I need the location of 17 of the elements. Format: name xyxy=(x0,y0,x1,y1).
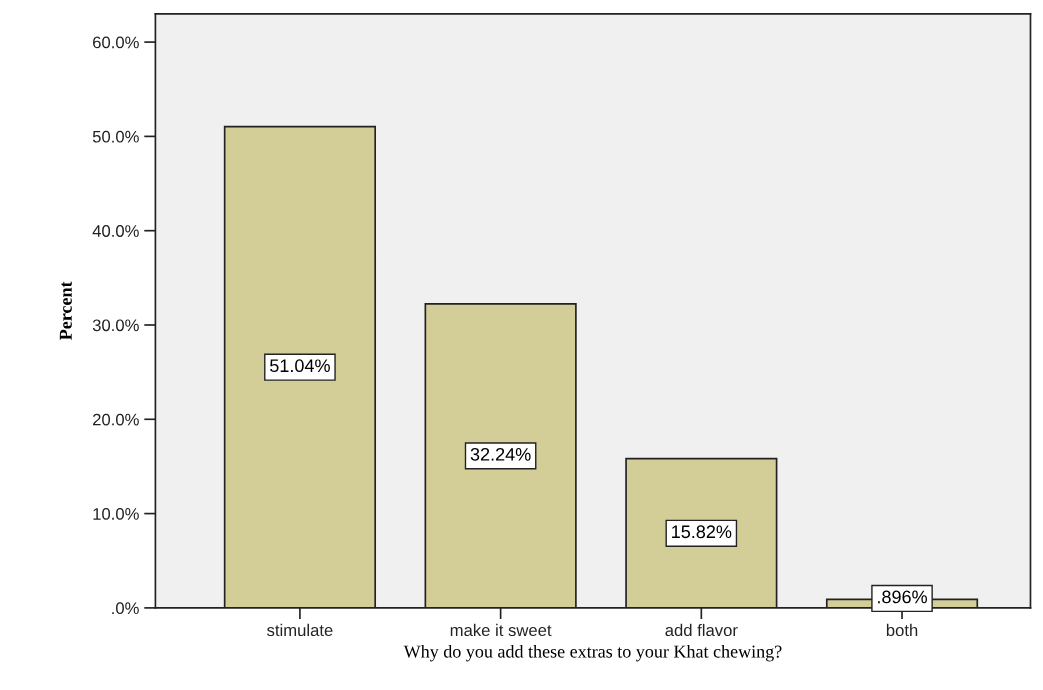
y-tick-label: 40.0% xyxy=(92,225,139,237)
y-axis-title: Percent xyxy=(59,281,72,340)
y-tick-label: 10.0% xyxy=(93,507,139,520)
x-tick-label: make it sweet xyxy=(450,623,552,637)
y-tick-label: 50.0% xyxy=(92,130,139,143)
x-tick-label: stimulate xyxy=(267,623,333,637)
data-label: 51.04% xyxy=(270,359,330,373)
x-axis-title: Why do you add these extras to your Khat chewing? xyxy=(403,644,782,662)
y-tick-label: 60.0% xyxy=(93,36,139,49)
data-label: 15.82% xyxy=(672,525,732,539)
y-tick-label: .0% xyxy=(112,602,139,615)
data-label: 32.24% xyxy=(470,447,531,461)
data-label: .896% xyxy=(878,590,927,604)
x-tick-label: both xyxy=(886,623,918,637)
y-tick-label: 30.0% xyxy=(92,319,139,332)
x-tick-label: add flavor xyxy=(665,623,738,637)
y-tick-label: 20.0% xyxy=(93,413,139,426)
